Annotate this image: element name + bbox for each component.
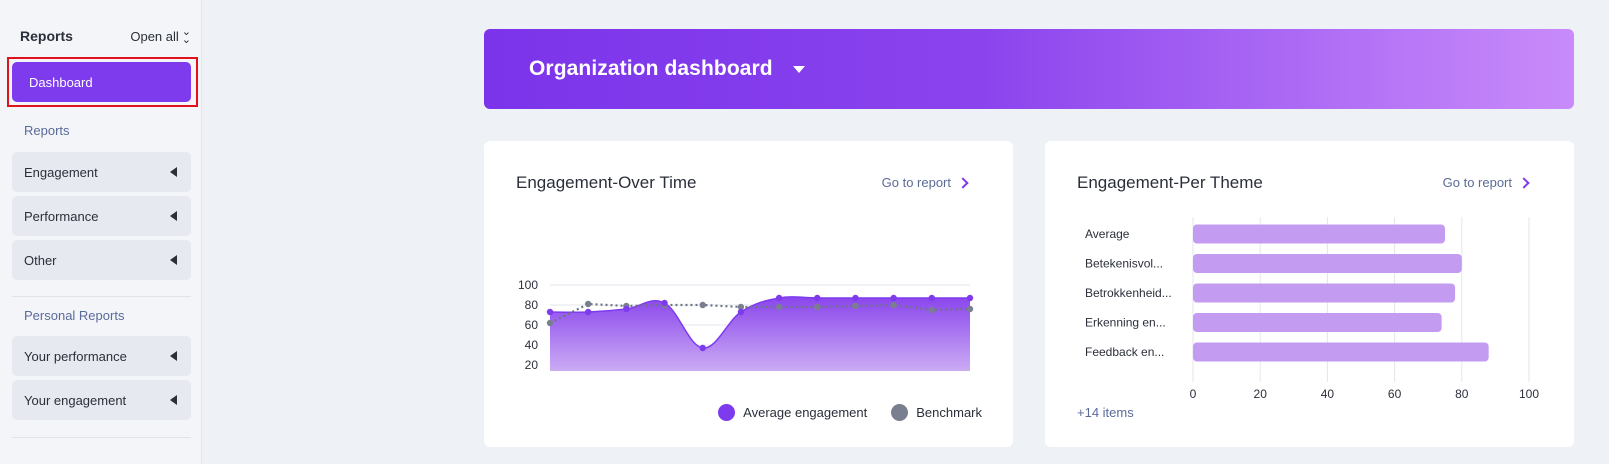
y-tick-label: 60: [525, 318, 539, 332]
divider: [12, 296, 191, 297]
sidebar-item-other[interactable]: Other: [12, 240, 191, 280]
sidebar-item-your-engagement[interactable]: Your engagement: [12, 380, 191, 420]
open-all-button[interactable]: Open all ⌄ ⌄: [130, 26, 191, 46]
dashboard-highlight: [7, 57, 198, 107]
dashboard-title: Organization dashboard: [529, 57, 773, 80]
y-tick-label: 80: [525, 298, 539, 312]
sidebar-item-label: Performance: [24, 208, 99, 224]
caret-left-icon: [170, 351, 177, 361]
benchmark-point: [890, 301, 897, 309]
average-engagement-point: [928, 294, 936, 302]
caret-left-icon: [170, 395, 177, 405]
open-all-label: Open all: [130, 28, 179, 44]
sidebar-item-label: Your performance: [24, 348, 127, 364]
sidebar: Reports Open all ⌄ ⌄ Dashboard Reports En…: [0, 0, 202, 464]
more-items-link[interactable]: +14 items: [1077, 405, 1134, 420]
theme-label: Feedback en...: [1085, 345, 1164, 359]
x-tick-label: 40: [1321, 387, 1335, 401]
caret-left-icon: [170, 255, 177, 265]
benchmark-point: [775, 303, 783, 311]
caret-left-icon: [170, 211, 177, 221]
y-tick-label: 20: [525, 358, 539, 371]
x-tick-label: 20: [1254, 387, 1268, 401]
benchmark-point: [814, 303, 821, 311]
theme-bar: [1193, 254, 1462, 273]
reports-section-label: Reports: [24, 123, 70, 138]
sidebar-item-label: Other: [24, 252, 57, 268]
card-title: Engagement-Over Time: [516, 173, 697, 192]
double-chevron-down-icon: ⌄ ⌄: [181, 26, 191, 46]
theme-label: Erkenning en...: [1085, 316, 1166, 330]
engagement-per-theme-card: Engagement-Per Theme Go to report 0 20 40 6…: [1045, 141, 1574, 447]
theme-bar: [1193, 283, 1456, 303]
sidebar-item-label: Your engagement: [24, 392, 127, 408]
engagement-over-time-card: Engagement-Over Time Go to report 020406…: [484, 141, 1013, 447]
average-engagement-point: [661, 299, 668, 307]
average-engagement-point: [699, 344, 706, 352]
sidebar-item-engagement[interactable]: Engagement: [12, 152, 191, 192]
y-tick-label: 40: [525, 338, 539, 352]
dashboard-banner: Organization dashboard: [484, 29, 1574, 109]
average-engagement-area: [550, 296, 970, 371]
average-engagement-point: [966, 294, 974, 302]
benchmark-point: [546, 319, 554, 327]
legend-benchmark-label: Benchmark: [916, 405, 982, 420]
personal-reports-section-label: Personal Reports: [24, 308, 125, 323]
benchmark-point: [584, 300, 592, 308]
card-title: Engagement-Per Theme: [1077, 173, 1263, 192]
dashboard-button[interactable]: Dashboard: [12, 62, 191, 102]
average-engagement-point: [546, 308, 554, 316]
theme-bar: [1193, 224, 1445, 244]
go-to-report-link[interactable]: Go to report: [1442, 175, 1530, 190]
caret-left-icon: [170, 167, 177, 177]
x-tick-label: 100: [1519, 387, 1539, 401]
go-to-report-link[interactable]: Go to report: [881, 175, 969, 190]
x-tick-label: 80: [1455, 387, 1469, 401]
theme-label: Betekenisvol...: [1085, 257, 1163, 271]
legend-average-label: Average engagement: [743, 405, 868, 420]
divider: [12, 437, 191, 438]
dashboard-label: Dashboard: [29, 74, 93, 90]
average-engagement-point: [584, 308, 592, 316]
go-to-report-label: Go to report: [1442, 175, 1512, 190]
benchmark-point: [966, 305, 974, 313]
average-engagement-point: [737, 308, 745, 316]
engagement-over-time-chart: 020406080100NovDec2025 JanFebMarAprMayJu…: [518, 278, 974, 371]
chart-legend: Average engagement Benchmark: [718, 404, 982, 421]
average-engagement-point: [623, 305, 630, 313]
legend-average-dot: [718, 404, 736, 421]
theme-bar: [1193, 342, 1489, 362]
average-engagement-point: [814, 294, 821, 302]
theme-label: Betrokkenheid...: [1085, 286, 1172, 300]
sidebar-item-performance[interactable]: Performance: [12, 196, 191, 236]
benchmark-point: [928, 306, 936, 314]
sidebar-header: Reports Open all ⌄ ⌄: [20, 26, 191, 46]
chevron-right-icon: [957, 176, 969, 189]
engagement-per-theme-chart: 0 20 40 60 80 100 Average Betekenisvol... Betrok…: [1085, 217, 1539, 401]
chevron-right-icon: [1518, 176, 1530, 189]
benchmark-point: [852, 302, 859, 310]
benchmark-point: [699, 301, 706, 309]
y-tick-label: 100: [518, 278, 538, 292]
average-engagement-point: [775, 294, 783, 302]
average-engagement-point: [852, 294, 859, 302]
x-tick-label: 60: [1388, 387, 1402, 401]
dashboard-dropdown-caret-icon[interactable]: [792, 65, 805, 73]
theme-bar: [1193, 313, 1442, 332]
sidebar-item-your-performance[interactable]: Your performance: [12, 336, 191, 376]
average-engagement-point: [890, 294, 897, 302]
benchmark-point: [737, 303, 745, 311]
theme-label: Average: [1085, 227, 1130, 241]
sidebar-item-label: Engagement: [24, 164, 98, 180]
go-to-report-label: Go to report: [881, 175, 951, 190]
sidebar-title: Reports: [20, 28, 73, 44]
x-tick-label: 0: [1190, 387, 1197, 401]
legend-benchmark-dot: [891, 404, 909, 421]
